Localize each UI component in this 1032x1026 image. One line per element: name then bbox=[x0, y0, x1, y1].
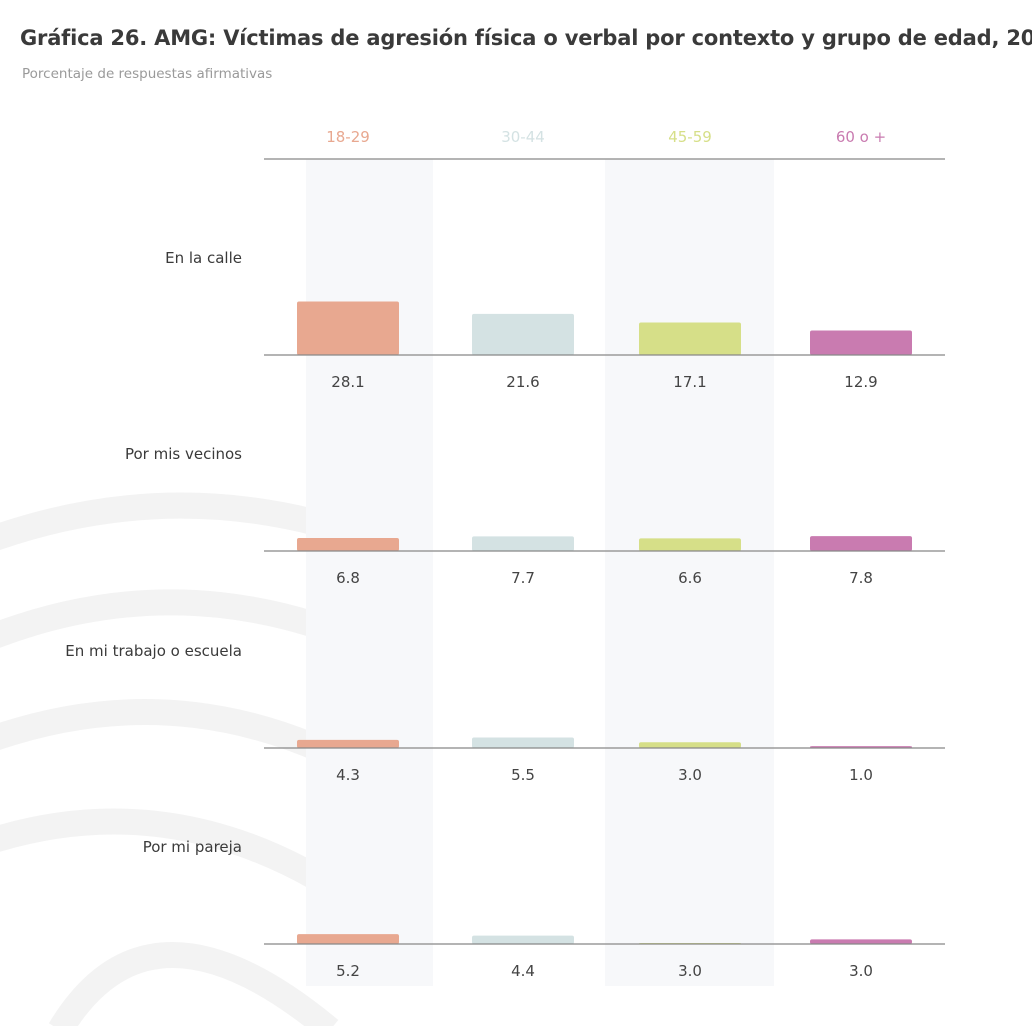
column-band bbox=[433, 159, 605, 986]
bar bbox=[810, 330, 912, 355]
category-label: Por mis vecinos bbox=[125, 445, 242, 463]
chart-subtitle: Porcentaje de respuestas afirmativas bbox=[22, 66, 273, 82]
bar bbox=[297, 739, 399, 748]
bar bbox=[297, 538, 399, 551]
category-label: En mi trabajo o escuela bbox=[65, 642, 242, 660]
value-label: 5.5 bbox=[511, 766, 535, 784]
group-header-label: 18-29 bbox=[326, 128, 370, 146]
bar bbox=[472, 536, 574, 551]
value-label: 17.1 bbox=[673, 373, 706, 391]
value-label: 3.0 bbox=[678, 766, 702, 784]
value-label: 21.6 bbox=[506, 373, 539, 391]
bar bbox=[472, 935, 574, 944]
category-label: Por mi pareja bbox=[143, 838, 242, 856]
bar bbox=[810, 536, 912, 551]
bar bbox=[297, 301, 399, 355]
bar bbox=[639, 322, 741, 355]
column-band bbox=[774, 159, 945, 986]
group-header-label: 45-59 bbox=[668, 128, 712, 146]
bar bbox=[810, 939, 912, 944]
value-label: 28.1 bbox=[331, 373, 364, 391]
value-label: 3.0 bbox=[678, 962, 702, 980]
value-label: 7.8 bbox=[849, 569, 873, 587]
value-label: 7.7 bbox=[511, 569, 535, 587]
group-header-label: 30-44 bbox=[501, 128, 545, 146]
value-label: 3.0 bbox=[849, 962, 873, 980]
bar bbox=[639, 538, 741, 551]
value-label: 4.3 bbox=[336, 766, 360, 784]
bar bbox=[472, 313, 574, 355]
bar bbox=[639, 742, 741, 748]
category-label: En la calle bbox=[165, 249, 242, 267]
value-label: 4.4 bbox=[511, 962, 535, 980]
group-header-label: 60 o + bbox=[836, 128, 886, 146]
value-label: 6.8 bbox=[336, 569, 360, 587]
value-label: 6.6 bbox=[678, 569, 702, 587]
column-band bbox=[605, 159, 774, 986]
column-band bbox=[306, 159, 433, 986]
value-label: 12.9 bbox=[844, 373, 877, 391]
value-label: 5.2 bbox=[336, 962, 360, 980]
bar bbox=[472, 737, 574, 748]
value-label: 1.0 bbox=[849, 766, 873, 784]
chart-title: Gráfica 26. AMG: Víctimas de agresión fí… bbox=[20, 26, 1032, 50]
bar bbox=[297, 934, 399, 944]
